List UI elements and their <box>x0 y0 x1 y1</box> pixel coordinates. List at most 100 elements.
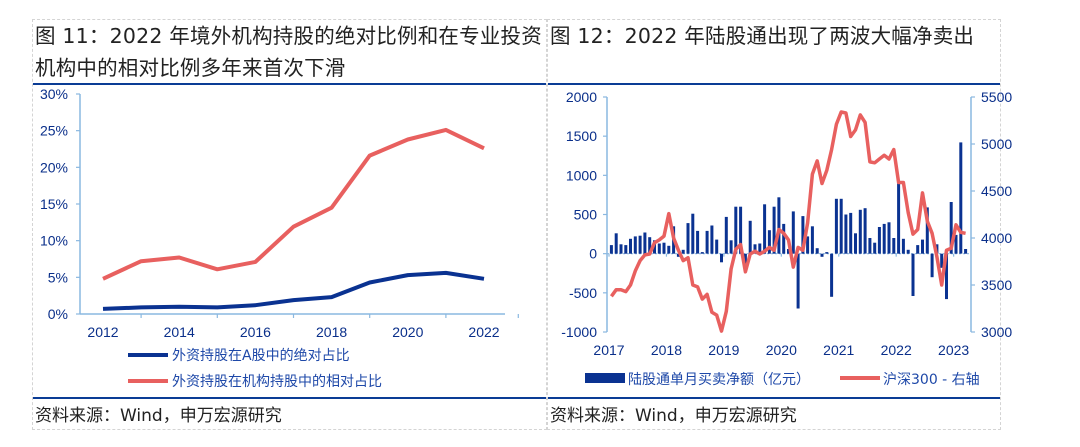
net-flow-bar <box>916 245 920 254</box>
legend-swatch-net-flow <box>585 373 625 383</box>
net-flow-bar <box>696 230 700 254</box>
net-flow-bar <box>887 222 891 254</box>
net-flow-bar <box>921 239 924 254</box>
net-flow-bar <box>825 252 829 254</box>
net-flow-bar <box>691 213 695 254</box>
net-flow-bar <box>858 209 862 254</box>
net-flow-bar <box>638 235 642 254</box>
net-flow-bar <box>834 198 838 254</box>
net-flow-bar <box>945 253 948 300</box>
figure-12-top-rule <box>548 83 1000 85</box>
net-flow-bar <box>964 249 968 254</box>
chart-12-legend: 陆股通单月买卖净额（亿元） 沪深300 - 右轴 <box>585 372 980 388</box>
left-y-tick-label: -500 <box>569 285 597 301</box>
x-tick-label: 2022 <box>468 324 499 340</box>
net-flow-bar <box>925 207 929 254</box>
net-flow-bar <box>767 230 771 254</box>
net-flow-bar <box>724 216 728 254</box>
net-flow-bar <box>820 253 824 257</box>
net-flow-bar <box>624 245 628 254</box>
x-tick-label: 2018 <box>316 324 347 340</box>
net-flow-bar <box>681 249 685 254</box>
figure-11-bottom-rule <box>33 397 546 399</box>
figure-11-title-line1: 图 11：2022 年境外机构持股的绝对比例和在专业投资 <box>35 24 542 48</box>
x-tick-label: 2020 <box>766 342 797 358</box>
net-flow-bar <box>796 253 800 309</box>
y-tick-label: 0% <box>48 306 68 322</box>
x-tick-label: 2016 <box>240 324 271 340</box>
net-flow-bar <box>949 202 953 254</box>
legend-label-csi300: 沪深300 - 右轴 <box>883 372 980 388</box>
net-flow-bar <box>830 253 834 297</box>
y-tick-label: 30% <box>40 86 68 102</box>
legend-label-net-flow: 陆股通单月买卖净额（亿元） <box>628 372 810 388</box>
figure-11-title-line2: 机构中的相对比例多年来首次下滑 <box>35 56 346 80</box>
chart-11-legend: 外资持股在A股中的绝对占比 外资持股在机构持股中的相对占比 <box>128 348 382 390</box>
right-y-tick-label: 3000 <box>981 324 1012 340</box>
net-flow-bar <box>930 253 934 278</box>
x-tick-label: 2017 <box>593 342 624 358</box>
right-y-tick-label: 5500 <box>981 89 1012 105</box>
y-tick-label: 15% <box>40 196 68 212</box>
net-flow-bar <box>844 214 848 254</box>
figure-11-top-rule <box>33 83 546 85</box>
net-flow-bar <box>787 249 790 254</box>
net-flow-bar <box>705 230 709 254</box>
net-flow-bar <box>619 244 623 254</box>
net-flow-bar <box>854 233 857 254</box>
net-flow-bar <box>863 208 867 254</box>
net-flow-bar <box>806 236 810 254</box>
legend-label-relative-share: 外资持股在机构持股中的相对占比 <box>172 374 382 390</box>
net-flow-bar <box>700 252 704 254</box>
net-flow-bar <box>643 232 647 254</box>
net-flow-bar <box>648 237 652 254</box>
y-tick-label: 25% <box>40 123 68 139</box>
figure-12-bottom-rule <box>548 397 1000 399</box>
right-y-tick-label: 4500 <box>981 183 1012 199</box>
net-flow-bar <box>676 253 680 257</box>
net-flow-bar <box>729 240 733 254</box>
net-flow-bar <box>739 206 743 254</box>
net-flow-bar <box>763 204 767 254</box>
net-flow-bar <box>906 249 910 254</box>
figure-11-source: 资料来源：Wind，申万宏源研究 <box>35 406 282 426</box>
net-flow-bar <box>734 206 738 254</box>
net-flow-bar <box>686 223 690 254</box>
net-flow-bar <box>940 253 944 268</box>
y-tick-label: 20% <box>40 159 68 175</box>
net-flow-bar <box>959 142 963 254</box>
y-tick-label: 10% <box>40 233 68 249</box>
net-flow-bar <box>954 234 958 254</box>
net-flow-bar <box>753 244 757 254</box>
figure-11-title: 图 11：2022 年境外机构持股的绝对比例和在专业投资 机构中的相对比例多年来… <box>35 20 542 84</box>
net-flow-bar <box>911 253 915 296</box>
x-tick-label: 2018 <box>651 342 682 358</box>
x-tick-label: 2014 <box>164 324 195 340</box>
y-tick-label: 5% <box>48 269 68 285</box>
right-y-tick-label: 3500 <box>981 277 1012 293</box>
figure-12-source: 资料来源：Wind，申万宏源研究 <box>550 406 797 426</box>
net-flow-bar <box>614 233 618 254</box>
figure-12-title: 图 12：2022 年陆股通出现了两波大幅净卖出 <box>550 20 974 52</box>
left-y-tick-label: 1500 <box>566 128 597 144</box>
x-tick-label: 2020 <box>392 324 423 340</box>
x-tick-label: 2023 <box>938 342 969 358</box>
series-line-absolute-share <box>102 270 485 311</box>
net-flow-bar <box>901 238 905 254</box>
legend-label-absolute-share: 外资持股在A股中的绝对占比 <box>172 348 350 364</box>
net-flow-bar <box>748 220 752 254</box>
net-flow-bar <box>777 197 781 254</box>
net-flow-bar <box>873 242 877 254</box>
net-flow-bar <box>772 206 776 254</box>
net-flow-bar <box>720 253 723 263</box>
net-flow-bar <box>868 238 872 254</box>
left-y-tick-label: 0 <box>589 246 597 262</box>
net-flow-bar <box>897 183 901 254</box>
x-tick-label: 2012 <box>87 324 118 340</box>
left-y-tick-label: 500 <box>574 207 598 223</box>
net-flow-bar <box>801 216 805 254</box>
net-flow-bar <box>710 225 714 254</box>
left-y-tick-label: 2000 <box>566 89 597 105</box>
net-flow-bar <box>882 223 886 254</box>
